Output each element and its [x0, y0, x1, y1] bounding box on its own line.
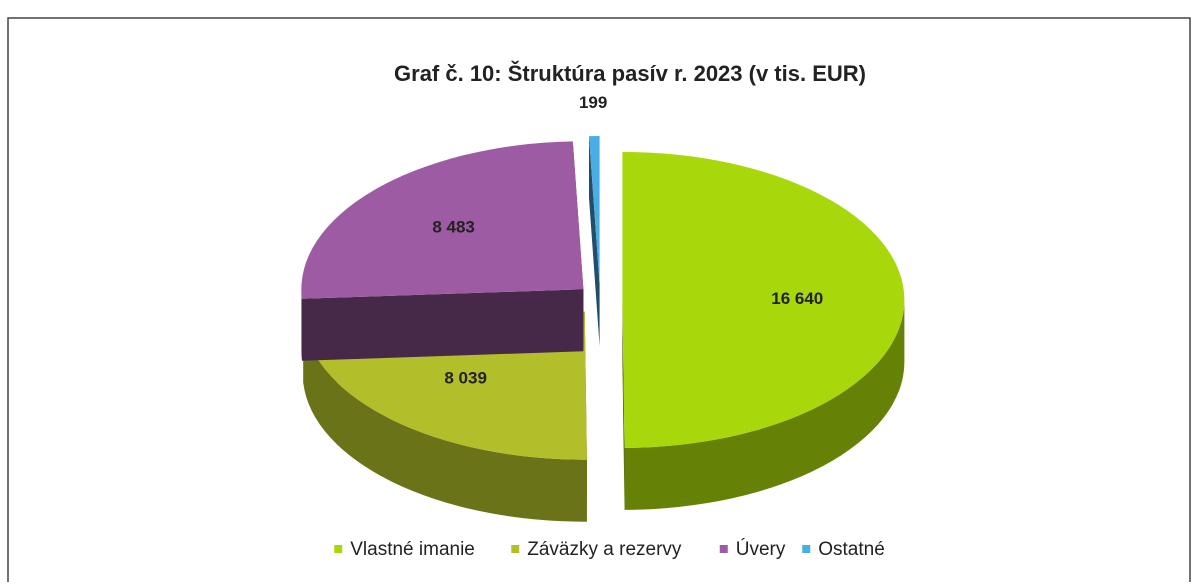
pie-slice	[301, 141, 584, 361]
slice-side	[301, 289, 302, 361]
legend-swatch	[802, 545, 811, 553]
slice-side	[624, 299, 905, 510]
legend-label: Ostatné	[818, 539, 885, 560]
pie-slice	[589, 136, 600, 347]
legend-label: Vlastné imanie	[350, 539, 475, 560]
slice-top	[301, 141, 584, 299]
slice-side	[303, 321, 587, 522]
slice-wall	[589, 136, 600, 347]
legend-swatch	[334, 545, 343, 553]
legend-swatch	[511, 545, 520, 553]
legend-label: Záväzky a rezervy	[527, 539, 682, 560]
slice-wall	[622, 299, 625, 510]
slice-top	[589, 136, 600, 285]
slice-top	[622, 151, 905, 448]
slice-wall	[301, 289, 584, 361]
chart-title: Graf č. 10: Štruktúra pasív r. 2023 (v t…	[394, 61, 866, 86]
data-label: 8 483	[432, 217, 475, 236]
data-label: 199	[579, 93, 607, 112]
data-label: 8 039	[444, 368, 487, 387]
data-label: 16 640	[771, 289, 823, 308]
pie-slice	[622, 151, 905, 510]
legend-label: Úvery	[736, 538, 786, 560]
legend-swatch	[719, 545, 728, 553]
